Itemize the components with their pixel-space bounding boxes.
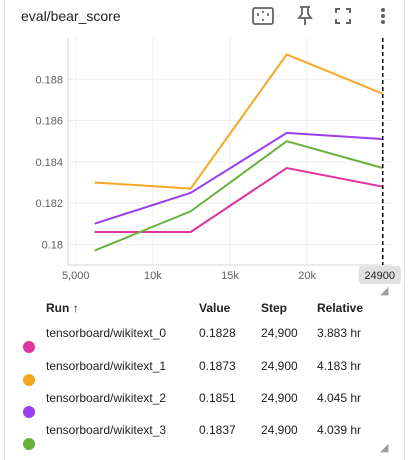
more-vert-icon[interactable] [371, 4, 395, 28]
line-chart[interactable]: 0.18 0.182 0.184 0.186 0.188 5,000 10k 15k 20k 2… [0, 0, 409, 300]
fit-domain-icon[interactable] [251, 4, 275, 28]
chart-card: eval/bear_score [4, 0, 405, 460]
series-line-wikitext_3[interactable] [94, 140, 383, 252]
run-value: 0.1873 [199, 359, 236, 373]
chart-grid [68, 38, 392, 265]
run-name: tensorboard/wikitext_0 [46, 326, 167, 340]
run-relative: 3.883 hr [317, 326, 362, 340]
y-tick-label: 0.186 [35, 116, 63, 128]
run-name: tensorboard/wikitext_2 [46, 391, 167, 405]
col-relative-header[interactable]: Relative [317, 301, 364, 315]
run-value: 0.1851 [199, 391, 236, 405]
run-step: 24,900 [261, 391, 298, 405]
y-tick-label: 0.182 [35, 198, 63, 210]
run-step: 24,900 [261, 423, 298, 437]
run-relative: 4.183 hr [317, 359, 362, 373]
y-tick-label: 0.18 [42, 239, 63, 251]
hover-x-label: 24900 [364, 270, 395, 282]
run-name: tensorboard/wikitext_1 [46, 359, 167, 373]
run-relative: 4.045 hr [317, 391, 362, 405]
run-value: 0.1837 [199, 423, 236, 437]
run-step: 24,900 [261, 326, 298, 340]
run-value: 0.1828 [199, 326, 236, 340]
series-line-wikitext_0[interactable] [94, 166, 383, 233]
run-relative: 4.039 hr [317, 423, 362, 437]
series-layer [94, 53, 384, 252]
run-color-dot [23, 406, 35, 418]
col-step-header[interactable]: Step [261, 301, 288, 315]
col-value-header[interactable]: Value [199, 301, 231, 315]
x-tick-label: 20k [298, 270, 316, 282]
run-color-dot [23, 341, 35, 353]
hover-x-badge: 24900 [358, 266, 401, 284]
series-line-wikitext_1[interactable] [94, 53, 384, 190]
pin-icon[interactable] [293, 4, 317, 28]
table-row[interactable]: tensorboard/wikitext_1 0.1873 24,900 4.1… [0, 354, 409, 386]
col-run-header[interactable]: Run ↑ [46, 301, 79, 315]
run-step: 24,900 [261, 359, 298, 373]
series-line-wikitext_2[interactable] [94, 131, 383, 225]
x-tick-label: 5,000 [62, 270, 90, 282]
run-color-dot [23, 438, 35, 450]
resize-handle-icon[interactable]: ◢ [380, 442, 389, 454]
run-name: tensorboard/wikitext_3 [46, 423, 167, 437]
resize-handle-icon[interactable]: ◢ [380, 285, 389, 297]
fullscreen-icon[interactable] [331, 4, 355, 28]
chart-title: eval/bear_score [21, 8, 121, 24]
y-tick-label: 0.184 [35, 157, 63, 169]
x-tick-label: 10k [144, 270, 162, 282]
run-color-dot [23, 374, 35, 386]
x-tick-label: 15k [221, 270, 239, 282]
table-row[interactable]: tensorboard/wikitext_0 0.1828 24,900 3.8… [0, 321, 409, 353]
y-tick-label: 0.188 [35, 74, 63, 86]
tick-labels: 0.18 0.182 0.184 0.186 0.188 5,000 10k 15k 20k [35, 74, 316, 282]
table-row[interactable]: tensorboard/wikitext_3 0.1837 24,900 4.0… [0, 418, 409, 450]
table-row[interactable]: tensorboard/wikitext_2 0.1851 24,900 4.0… [0, 386, 409, 418]
